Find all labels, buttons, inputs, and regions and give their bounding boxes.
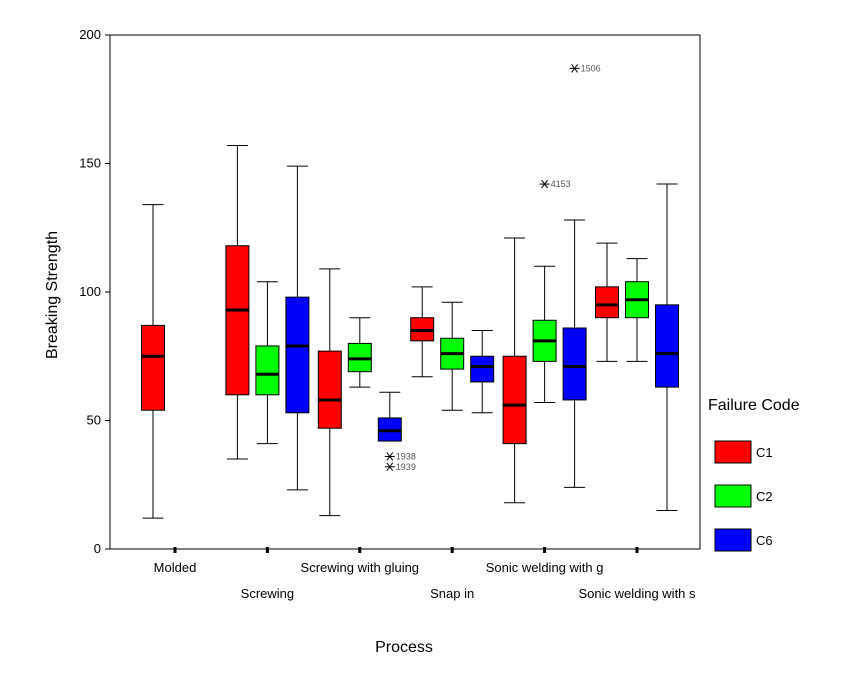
x-axis: Molded Screwing Screwing with gluing Snap i…: [154, 547, 696, 601]
outlier-mark-d2: [386, 452, 394, 461]
box-body: [470, 355, 495, 383]
legend-swatch-C6: [714, 528, 752, 552]
outlier-mark-d2: [541, 179, 548, 189]
box-body: [595, 286, 619, 319]
outlier: 1939: [384, 462, 416, 472]
outlier: 4153: [539, 179, 571, 189]
box-series: [141, 145, 679, 519]
box-C6: [470, 330, 495, 414]
box-C2: [255, 281, 280, 445]
box-C1: [502, 237, 527, 504]
box-C2: [625, 258, 649, 362]
y-tick-label: 100: [79, 284, 101, 299]
y-tick-label: 150: [79, 156, 101, 171]
legend-label-C6: C6: [756, 533, 773, 548]
y-axis-title: Breaking Strength: [44, 231, 61, 359]
box-body: [255, 345, 280, 396]
legend: Failure Code C1 C2 C6: [708, 397, 800, 552]
x-tick-label: Snap in: [430, 586, 474, 601]
box-body: [317, 350, 342, 429]
box-C1: [141, 204, 165, 519]
box-body: [225, 245, 250, 396]
box-C6: [285, 165, 310, 491]
x-tick-label: Molded: [154, 560, 197, 575]
box-C6: [562, 219, 587, 488]
x-tick-label: Screwing with gluing: [301, 560, 420, 575]
y-tick-label: 200: [79, 27, 101, 42]
box-body: [562, 327, 587, 401]
box-C2: [347, 317, 372, 388]
x-axis-title: Process: [375, 639, 433, 656]
box-body: [502, 355, 527, 445]
legend-label-C2: C2: [756, 489, 773, 504]
outlier-label: 1938: [396, 451, 416, 461]
box-C2: [532, 265, 557, 404]
x-tick: [543, 547, 547, 553]
x-tick-label: Screwing: [241, 586, 294, 601]
box-C6: [655, 183, 679, 511]
legend-label-C1: C1: [756, 445, 773, 460]
x-tick: [635, 547, 639, 553]
x-tick: [450, 547, 454, 553]
outlier-label: 1939: [396, 462, 416, 472]
box-C1: [225, 145, 250, 460]
x-tick-label: Sonic welding with s: [578, 586, 696, 601]
outlier-label: 4153: [551, 179, 571, 189]
x-tick: [173, 547, 177, 553]
box-body: [285, 296, 310, 414]
outlier: 1506: [569, 63, 601, 73]
legend-swatch-C2: [714, 484, 752, 508]
box-C1: [410, 286, 435, 378]
outlier-mark-d2: [386, 462, 394, 472]
box-C6: [377, 391, 402, 442]
outlier-mark-d2: [571, 64, 578, 73]
x-tick: [265, 547, 269, 553]
box-C1: [317, 268, 342, 517]
box-C1: [595, 242, 619, 362]
x-tick: [358, 547, 362, 553]
outlier-label: 1506: [581, 63, 601, 73]
box-body: [655, 304, 679, 388]
legend-title: Failure Code: [708, 397, 800, 414]
x-tick-label: Sonic welding with g: [486, 560, 604, 575]
y-tick-label: 0: [94, 541, 101, 556]
box-body: [141, 324, 165, 411]
legend-swatch-C1: [714, 440, 752, 464]
box-C2: [440, 301, 465, 411]
y-tick-label: 50: [87, 413, 101, 428]
y-axis: 0 50 100 150 200: [79, 27, 110, 556]
outlier: 1938: [384, 451, 416, 461]
